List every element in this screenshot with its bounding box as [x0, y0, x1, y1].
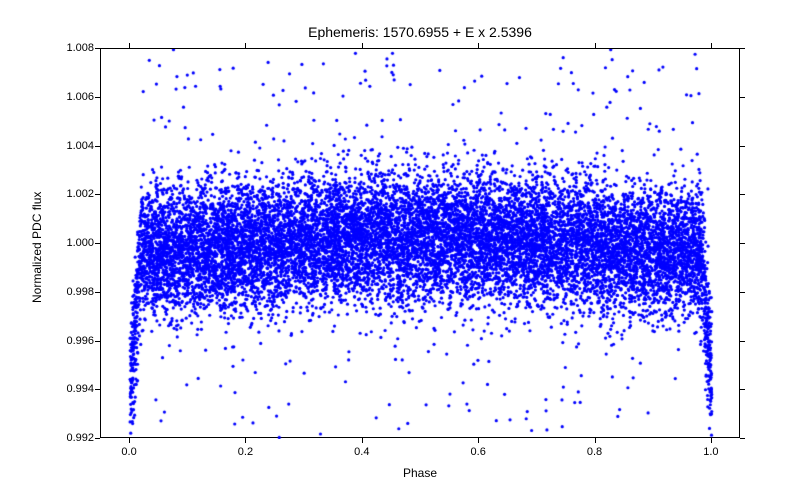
y-tick-label: 0.996 [58, 335, 94, 347]
y-tick-mark [740, 389, 745, 390]
y-axis-label: Normalized PDC flux [30, 192, 44, 303]
x-axis-label: Phase [100, 466, 740, 480]
x-tick-mark [595, 43, 596, 48]
y-tick-mark [95, 194, 100, 195]
plot-area [100, 48, 740, 438]
x-tick-label: 0.8 [587, 446, 602, 458]
y-tick-mark [740, 48, 745, 49]
x-tick-mark [711, 438, 712, 443]
x-tick-label: 0.2 [238, 446, 253, 458]
x-tick-mark [129, 43, 130, 48]
y-tick-label: 1.008 [58, 42, 94, 54]
y-tick-label: 1.000 [58, 237, 94, 249]
y-tick-mark [740, 243, 745, 244]
y-tick-mark [95, 48, 100, 49]
y-tick-label: 1.002 [58, 188, 94, 200]
x-tick-mark [595, 438, 596, 443]
y-tick-mark [740, 194, 745, 195]
x-tick-label: 0.6 [471, 446, 486, 458]
x-tick-mark [362, 438, 363, 443]
y-tick-mark [95, 341, 100, 342]
figure: Ephemeris: 1570.6955 + E x 2.5396 Normal… [0, 0, 800, 500]
y-tick-mark [740, 438, 745, 439]
y-tick-mark [95, 292, 100, 293]
y-tick-label: 0.998 [58, 286, 94, 298]
chart-title: Ephemeris: 1570.6955 + E x 2.5396 [100, 24, 740, 40]
x-tick-mark [362, 43, 363, 48]
x-tick-mark [478, 43, 479, 48]
y-tick-mark [95, 146, 100, 147]
y-tick-label: 1.004 [58, 140, 94, 152]
y-tick-label: 0.992 [58, 432, 94, 444]
y-tick-mark [740, 292, 745, 293]
y-tick-mark [740, 97, 745, 98]
y-tick-label: 0.994 [58, 383, 94, 395]
x-tick-mark [245, 438, 246, 443]
y-tick-mark [95, 97, 100, 98]
x-tick-label: 0.4 [354, 446, 369, 458]
scatter-canvas [101, 49, 741, 439]
x-tick-mark [245, 43, 246, 48]
y-tick-mark [95, 389, 100, 390]
y-tick-mark [740, 341, 745, 342]
x-tick-label: 0.0 [121, 446, 136, 458]
y-tick-mark [740, 146, 745, 147]
x-tick-mark [478, 438, 479, 443]
y-tick-mark [95, 438, 100, 439]
x-tick-mark [711, 43, 712, 48]
x-tick-mark [129, 438, 130, 443]
y-tick-mark [95, 243, 100, 244]
y-tick-label: 1.006 [58, 91, 94, 103]
x-tick-label: 1.0 [703, 446, 718, 458]
